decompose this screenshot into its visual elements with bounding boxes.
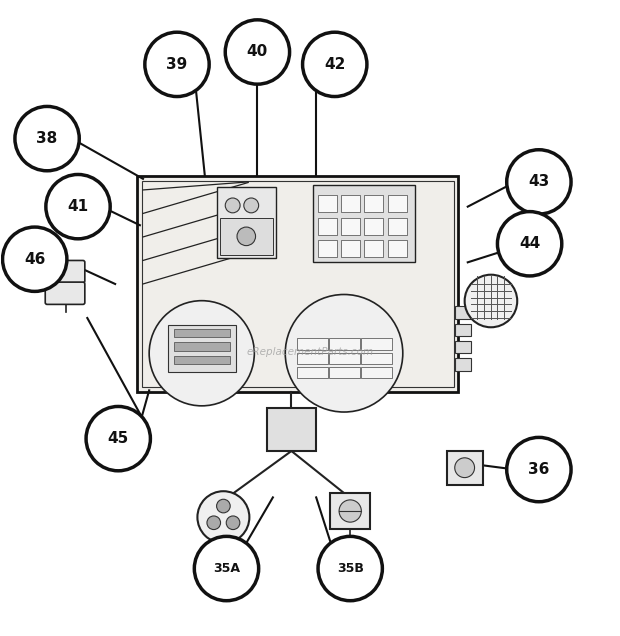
FancyBboxPatch shape [361,338,392,350]
Circle shape [318,536,383,601]
FancyBboxPatch shape [388,240,407,258]
Text: 35A: 35A [213,562,240,575]
FancyBboxPatch shape [174,356,229,364]
FancyBboxPatch shape [329,352,360,364]
FancyBboxPatch shape [174,342,229,351]
FancyBboxPatch shape [455,324,471,336]
Circle shape [145,32,209,97]
FancyBboxPatch shape [174,329,229,337]
FancyBboxPatch shape [341,195,360,212]
Circle shape [507,438,571,502]
FancyBboxPatch shape [341,218,360,235]
Circle shape [149,301,254,406]
Circle shape [303,32,367,97]
FancyBboxPatch shape [455,341,471,353]
FancyBboxPatch shape [217,187,276,258]
Circle shape [497,212,562,276]
Circle shape [46,174,110,238]
Text: 45: 45 [108,431,129,446]
Circle shape [225,20,290,84]
FancyBboxPatch shape [388,195,407,212]
Circle shape [237,227,255,245]
FancyBboxPatch shape [361,367,392,378]
FancyBboxPatch shape [361,352,392,364]
FancyBboxPatch shape [318,218,337,235]
Circle shape [464,275,517,328]
Circle shape [285,294,403,412]
Text: 39: 39 [166,57,188,72]
Text: 41: 41 [68,199,89,214]
FancyBboxPatch shape [45,282,85,305]
FancyBboxPatch shape [168,326,236,372]
FancyBboxPatch shape [318,195,337,212]
Text: 42: 42 [324,57,345,72]
Circle shape [226,516,240,530]
Circle shape [244,198,259,213]
FancyBboxPatch shape [318,240,337,258]
FancyBboxPatch shape [45,261,85,283]
Circle shape [225,198,240,213]
FancyBboxPatch shape [329,367,360,378]
Text: 35B: 35B [337,562,364,575]
Circle shape [194,536,259,601]
FancyBboxPatch shape [341,240,360,258]
FancyBboxPatch shape [313,185,415,262]
Circle shape [86,406,151,471]
Circle shape [207,516,221,530]
Circle shape [2,227,67,291]
Circle shape [507,149,571,214]
FancyBboxPatch shape [267,408,316,451]
Text: 43: 43 [528,174,549,190]
FancyBboxPatch shape [455,307,471,319]
Circle shape [15,106,79,171]
Text: 38: 38 [37,131,58,146]
FancyBboxPatch shape [365,218,383,235]
FancyBboxPatch shape [388,218,407,235]
Circle shape [197,491,249,543]
FancyBboxPatch shape [220,218,273,255]
FancyBboxPatch shape [297,338,328,350]
Text: 44: 44 [519,236,540,251]
FancyBboxPatch shape [365,195,383,212]
FancyBboxPatch shape [455,358,471,371]
FancyBboxPatch shape [365,240,383,258]
FancyBboxPatch shape [297,352,328,364]
Circle shape [454,458,474,478]
FancyBboxPatch shape [447,451,482,485]
FancyBboxPatch shape [137,176,458,392]
Text: eReplacementParts.com: eReplacementParts.com [246,347,374,357]
Circle shape [216,499,230,513]
Text: 40: 40 [247,45,268,60]
FancyBboxPatch shape [297,367,328,378]
FancyBboxPatch shape [330,493,370,529]
Text: 36: 36 [528,462,549,477]
Text: 46: 46 [24,252,45,266]
FancyBboxPatch shape [329,338,360,350]
Circle shape [339,500,361,522]
